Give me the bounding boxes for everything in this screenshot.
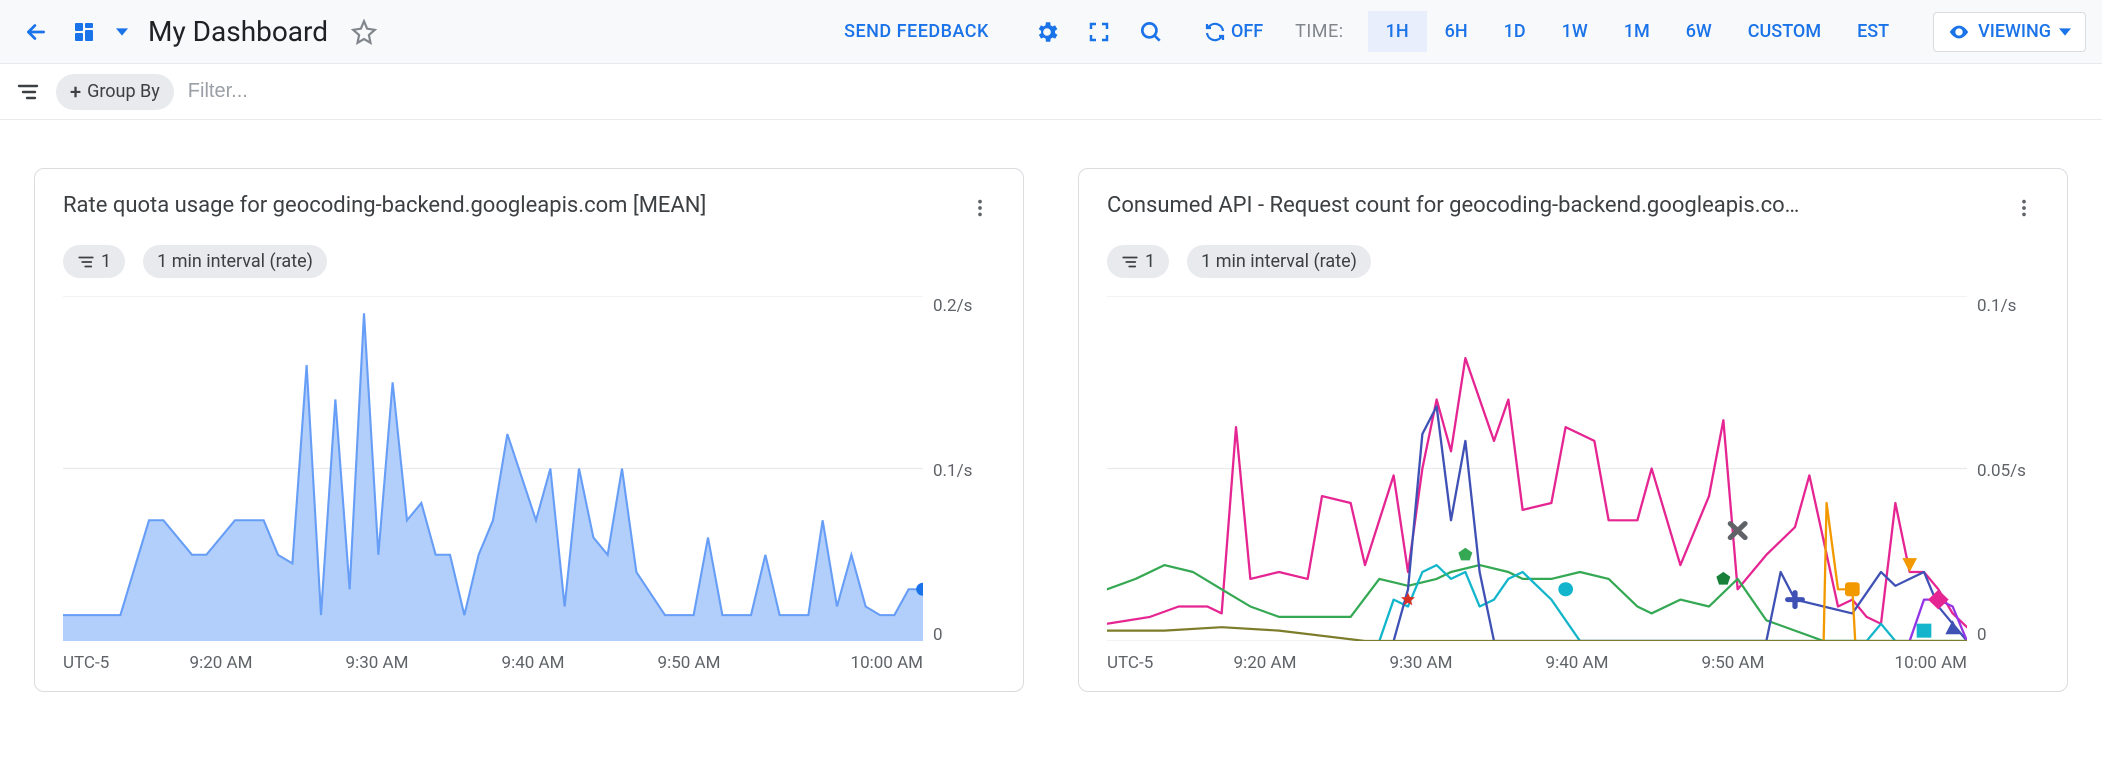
y-tick-label: 0.1/s	[1977, 296, 2039, 316]
time-range-6w[interactable]: 6W	[1668, 11, 1730, 52]
filter-input[interactable]	[188, 80, 488, 103]
time-range-custom[interactable]: CUSTOM	[1730, 11, 1839, 52]
fullscreen-icon[interactable]	[1079, 12, 1119, 52]
card-title: Rate quota usage for geocoding-backend.g…	[63, 193, 953, 218]
title-group: My Dashboard	[140, 12, 384, 52]
series-filter-chip[interactable]: 1	[63, 245, 125, 278]
x-axis: UTC-59:20 AM9:30 AM9:40 AM9:50 AM10:00 A…	[1107, 653, 2039, 673]
card-title: Consumed API - Request count for geocodi…	[1107, 193, 1997, 218]
dashboard-icon[interactable]	[64, 12, 104, 52]
chart: 0.1/s 0.05/s 0	[1107, 296, 2039, 645]
chart-plot	[1107, 296, 1967, 645]
page-title: My Dashboard	[140, 15, 336, 48]
y-axis: 0.1/s 0.05/s 0	[1967, 296, 2039, 645]
y-tick-label: 0.05/s	[1977, 461, 2039, 481]
time-range-6h[interactable]: 6H	[1427, 11, 1486, 52]
filter-count: 1	[101, 251, 111, 272]
y-axis: 0.2/s 0.1/s 0	[923, 296, 995, 645]
timezone-label: UTC-5	[1107, 653, 1187, 673]
series-filter-chip[interactable]: 1	[1107, 245, 1169, 278]
chart-card: Rate quota usage for geocoding-backend.g…	[34, 168, 1024, 692]
filter-bar: + Group By	[0, 64, 2102, 120]
time-range-1w[interactable]: 1W	[1544, 11, 1606, 52]
x-tick-label: 9:20 AM	[143, 653, 299, 673]
time-range-1m[interactable]: 1M	[1606, 11, 1668, 52]
y-tick-label: 0.2/s	[933, 296, 995, 316]
filter-count: 1	[1145, 251, 1155, 272]
x-tick-label: 9:30 AM	[1343, 653, 1499, 673]
time-label: TIME:	[1285, 21, 1359, 42]
dropdown-caret-icon[interactable]	[112, 12, 132, 52]
card-menu-icon[interactable]	[965, 193, 995, 227]
send-feedback-link[interactable]: SEND FEEDBACK	[824, 21, 1009, 42]
x-tick-label: 9:30 AM	[299, 653, 455, 673]
group-by-label: Group By	[87, 81, 160, 102]
interval-chip[interactable]: 1 min interval (rate)	[1187, 245, 1371, 278]
time-range-selector: 1H6H1D1W1M6WCUSTOMEST	[1368, 11, 1908, 52]
viewing-label: VIEWING	[1978, 21, 2051, 42]
group-by-chip[interactable]: + Group By	[56, 74, 174, 110]
y-tick-label: 0	[933, 625, 995, 645]
time-range-est[interactable]: EST	[1839, 11, 1907, 52]
viewing-mode-button[interactable]: VIEWING	[1933, 12, 2086, 52]
x-tick-label: 10:00 AM	[767, 653, 923, 673]
x-axis: UTC-59:20 AM9:30 AM9:40 AM9:50 AM10:00 A…	[63, 653, 995, 673]
filter-icon[interactable]	[14, 72, 42, 112]
chart-card: Consumed API - Request count for geocodi…	[1078, 168, 2068, 692]
x-tick-label: 9:50 AM	[1655, 653, 1811, 673]
star-icon[interactable]	[344, 12, 384, 52]
chart: 0.2/s 0.1/s 0	[63, 296, 995, 645]
cards-container: Rate quota usage for geocoding-backend.g…	[0, 120, 2102, 740]
x-tick-label: 10:00 AM	[1811, 653, 1967, 673]
y-tick-label: 0.1/s	[933, 461, 995, 481]
chart-plot	[63, 296, 923, 645]
back-icon[interactable]	[16, 12, 56, 52]
gear-icon[interactable]	[1027, 12, 1067, 52]
time-range-1h[interactable]: 1H	[1368, 11, 1427, 52]
x-tick-label: 9:40 AM	[1499, 653, 1655, 673]
search-icon[interactable]	[1131, 12, 1171, 52]
timezone-label: UTC-5	[63, 653, 143, 673]
x-tick-label: 9:40 AM	[455, 653, 611, 673]
x-tick-label: 9:50 AM	[611, 653, 767, 673]
auto-refresh-toggle[interactable]: OFF	[1189, 20, 1277, 44]
interval-chip[interactable]: 1 min interval (rate)	[143, 245, 327, 278]
card-menu-icon[interactable]	[2009, 193, 2039, 227]
time-range-1d[interactable]: 1D	[1486, 11, 1544, 52]
toolbar-icons	[1017, 12, 1181, 52]
y-tick-label: 0	[1977, 625, 2039, 645]
x-tick-label: 9:20 AM	[1187, 653, 1343, 673]
refresh-state-label: OFF	[1231, 21, 1263, 42]
toolbar: My Dashboard SEND FEEDBACK OFF TIME: 1H6…	[0, 0, 2102, 64]
